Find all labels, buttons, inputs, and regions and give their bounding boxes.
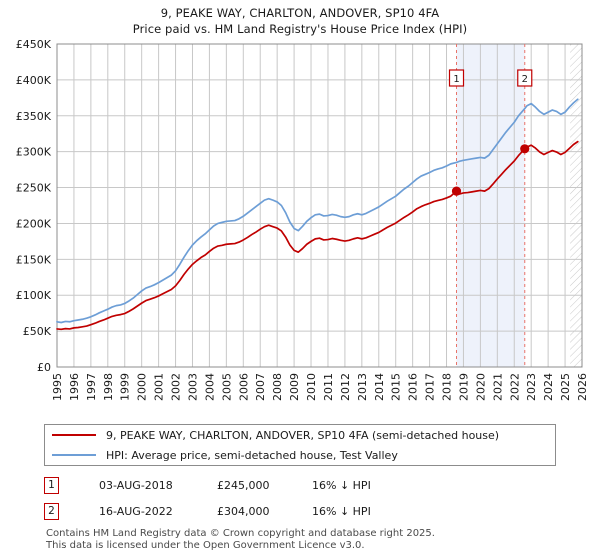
y-tick-label: £300K [16, 146, 52, 159]
series-line [56, 140, 579, 331]
highlight-band [456, 44, 525, 367]
transaction-hpi-delta-2: 16% ↓ HPI [312, 504, 371, 518]
table-row: 1 03-AUG-2018 £245,000 16% ↓ HPI [44, 472, 464, 498]
x-tick-label: 2025 [559, 373, 572, 401]
y-tick-label: £450K [16, 38, 52, 51]
y-tick-label: £100K [16, 289, 52, 302]
y-tick-label: £400K [16, 74, 52, 87]
legend-label-hpi: HPI: Average price, semi-detached house,… [106, 448, 398, 462]
x-tick-label: 2026 [576, 373, 589, 401]
page-title: 9, PEAKE WAY, CHARLTON, ANDOVER, SP10 4F… [160, 6, 440, 20]
page-subtitle: Price paid vs. HM Land Registry's House … [132, 22, 468, 36]
transaction-date-2: 16-AUG-2022 [99, 504, 173, 518]
transaction-marker-number: 1 [453, 74, 459, 85]
x-tick-label: 2011 [322, 373, 335, 401]
transaction-marker-number: 2 [522, 74, 528, 85]
x-tick-label: 2002 [170, 373, 183, 401]
y-tick-label: £150K [16, 253, 52, 266]
x-tick-label: 2024 [542, 373, 555, 401]
transactions-table: 1 03-AUG-2018 £245,000 16% ↓ HPI 2 16-AU… [44, 472, 464, 524]
x-tick-label: 2020 [474, 373, 487, 401]
future-hatch-region [570, 44, 582, 367]
x-tick-label: 2009 [288, 373, 301, 401]
x-tick-label: 1995 [51, 373, 64, 401]
x-tick-label: 2004 [203, 373, 216, 401]
x-tick-label: 2016 [407, 373, 420, 401]
footer-line-1: Contains HM Land Registry data © Crown c… [46, 528, 435, 539]
chart-title-block: 9, PEAKE WAY, CHARLTON, ANDOVER, SP10 4F… [0, 0, 600, 37]
transaction-price-1: £245,000 [217, 478, 270, 492]
x-tick-label: 2007 [254, 373, 267, 401]
y-tick-label: £0 [37, 361, 51, 374]
x-tick-label: 2012 [339, 373, 352, 401]
transaction-point [451, 186, 462, 196]
x-tick-label: 2008 [271, 373, 284, 401]
x-tick-label: 2005 [220, 373, 233, 401]
transaction-date-1: 03-AUG-2018 [99, 478, 173, 492]
x-tick-label: 2023 [525, 373, 538, 401]
x-tick-label: 1999 [119, 373, 132, 401]
y-tick-label: £200K [16, 217, 52, 230]
x-tick-label: 2013 [356, 373, 369, 401]
legend-item-hpi: HPI: Average price, semi-detached house,… [45, 445, 555, 465]
x-tick-label: 2001 [153, 373, 166, 401]
x-tick-label: 2021 [491, 373, 504, 401]
x-tick-label: 2019 [457, 373, 470, 401]
plot-frame [56, 43, 583, 368]
x-tick-label: 1998 [102, 373, 115, 401]
transaction-marker-box [517, 69, 533, 87]
legend-swatch-hpi [52, 454, 96, 456]
x-tick-label: 2017 [424, 373, 437, 401]
chart-legend: 9, PEAKE WAY, CHARLTON, ANDOVER, SP10 4F… [44, 424, 556, 466]
x-tick-label: 1996 [68, 373, 81, 401]
transaction-badge-2: 2 [44, 502, 59, 520]
footer-line-2: This data is licensed under the Open Gov… [46, 540, 365, 551]
x-tick-label: 2006 [237, 373, 250, 401]
price-chart-svg: £0 £50K £100K £150K £200K £250K £300K £350K £400… [16, 38, 589, 401]
transaction-hpi-delta-1: 16% ↓ HPI [312, 478, 371, 492]
x-tick-label: 2015 [390, 373, 403, 401]
transaction-point [520, 144, 530, 154]
x-tick-label: 2000 [136, 373, 149, 401]
x-tick-label: 2014 [373, 373, 386, 401]
x-tick-label: 1997 [85, 373, 98, 401]
x-tick-label: 2003 [186, 373, 199, 401]
x-tick-label: 2010 [305, 373, 318, 401]
transaction-badge-1: 1 [44, 476, 59, 494]
legend-swatch-property [52, 434, 96, 436]
y-tick-label: £350K [16, 110, 52, 123]
x-tick-label: 2022 [508, 373, 521, 401]
legend-item-property: 9, PEAKE WAY, CHARLTON, ANDOVER, SP10 4F… [45, 425, 555, 445]
transaction-marker-box [448, 69, 465, 87]
y-tick-label: £250K [16, 182, 52, 195]
y-tick-label: £50K [23, 325, 52, 338]
copyright-footer: Contains HM Land Registry data © Crown c… [46, 528, 566, 552]
series-line [56, 98, 579, 324]
x-tick-label: 2018 [441, 373, 454, 401]
legend-label-property: 9, PEAKE WAY, CHARLTON, ANDOVER, SP10 4F… [106, 428, 500, 442]
transaction-price-2: £304,000 [217, 504, 270, 518]
table-row: 2 16-AUG-2022 £304,000 16% ↓ HPI [44, 498, 464, 524]
